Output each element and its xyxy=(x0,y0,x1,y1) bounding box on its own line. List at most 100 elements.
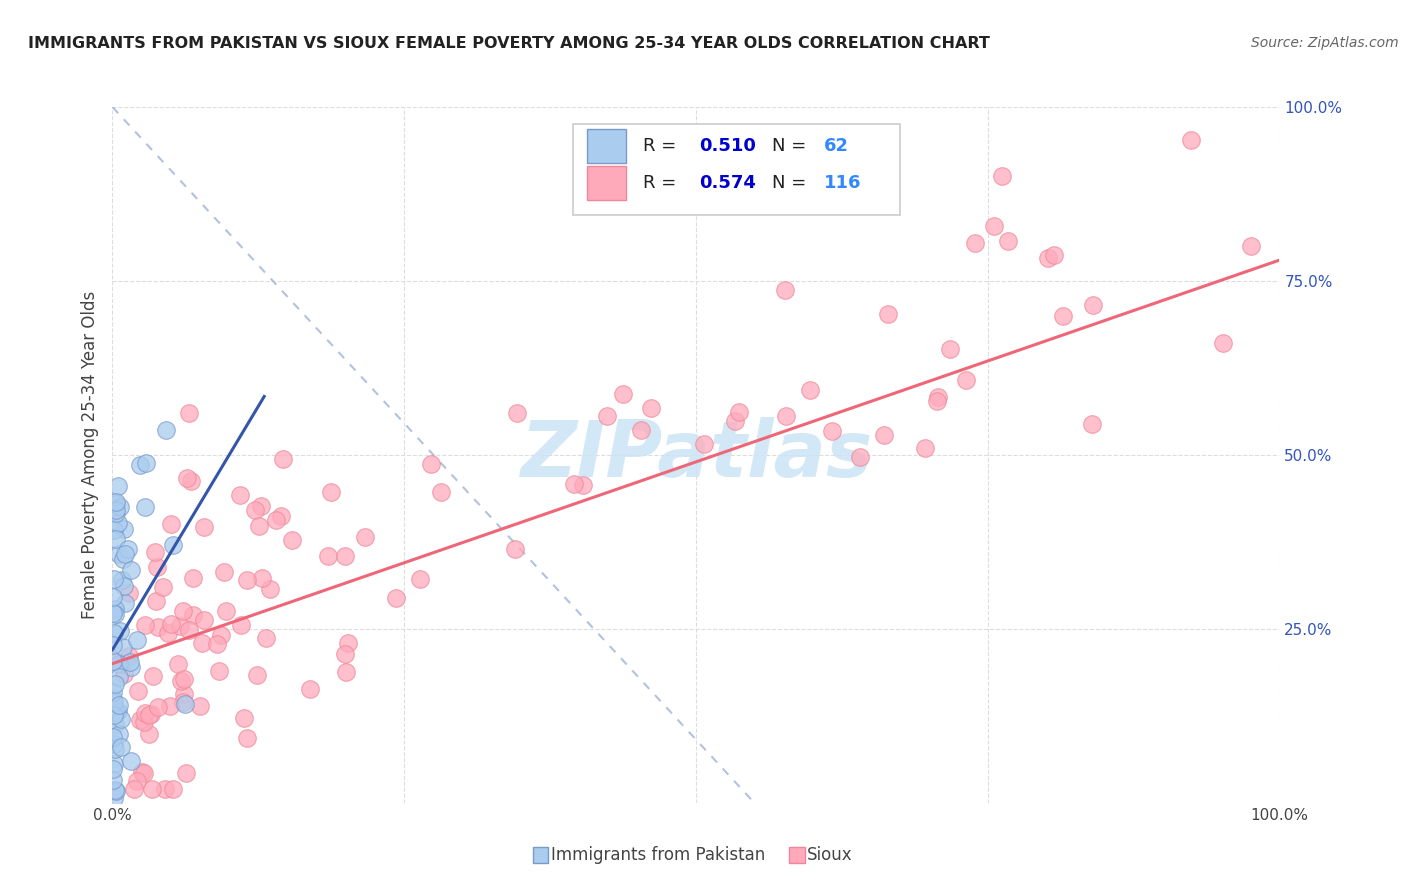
Point xyxy=(138,708,160,723)
Point xyxy=(138,727,160,741)
Point xyxy=(321,484,343,499)
Bar xyxy=(588,166,626,200)
Point xyxy=(103,572,125,586)
Point xyxy=(724,413,747,427)
Point xyxy=(259,582,281,596)
Point xyxy=(333,647,356,661)
Point xyxy=(120,655,142,669)
Point xyxy=(247,518,270,533)
Point xyxy=(112,552,135,566)
Point xyxy=(134,500,156,515)
Point xyxy=(385,591,408,606)
Bar xyxy=(533,847,548,863)
Point xyxy=(420,457,443,471)
Point xyxy=(173,672,195,686)
Text: Sioux: Sioux xyxy=(807,846,853,864)
Point xyxy=(114,596,136,610)
Point xyxy=(983,219,1005,234)
Text: N =: N = xyxy=(772,174,811,192)
Point xyxy=(104,717,127,731)
Point xyxy=(193,613,215,627)
Text: Source: ZipAtlas.com: Source: ZipAtlas.com xyxy=(1251,36,1399,50)
Point xyxy=(1212,335,1234,350)
Point xyxy=(159,617,181,632)
Point xyxy=(143,545,166,559)
Point xyxy=(229,617,252,632)
Point xyxy=(172,694,194,708)
Point xyxy=(104,783,127,797)
Point xyxy=(229,488,252,502)
Point xyxy=(188,698,211,713)
Point xyxy=(103,523,125,537)
Point xyxy=(104,602,127,616)
Point xyxy=(162,538,184,552)
Point xyxy=(273,451,295,466)
Point xyxy=(925,393,948,408)
Text: R =: R = xyxy=(644,174,682,192)
Point xyxy=(1240,239,1263,253)
Point xyxy=(799,383,821,397)
Text: ZIPatlas: ZIPatlas xyxy=(520,417,872,493)
Point xyxy=(173,698,195,712)
Point xyxy=(207,637,229,651)
Point xyxy=(107,704,129,718)
Point xyxy=(101,653,124,667)
Point xyxy=(103,504,125,518)
Point xyxy=(103,707,125,722)
Point xyxy=(108,698,131,712)
Point xyxy=(991,169,1014,183)
Point xyxy=(208,664,231,678)
Point xyxy=(120,754,142,768)
Point xyxy=(108,624,131,638)
Point xyxy=(173,687,195,701)
Point xyxy=(728,405,751,419)
Point xyxy=(103,638,125,652)
Point xyxy=(243,503,266,517)
Point xyxy=(141,781,163,796)
Point xyxy=(572,478,595,492)
Text: N =: N = xyxy=(772,137,811,155)
Point xyxy=(108,500,131,514)
Point xyxy=(596,409,619,423)
Point xyxy=(1180,133,1202,147)
Point xyxy=(170,674,193,689)
Point xyxy=(120,563,142,577)
Point xyxy=(112,667,135,681)
Point xyxy=(172,604,194,618)
Point xyxy=(134,706,156,720)
Point xyxy=(955,373,977,387)
Point xyxy=(939,342,962,356)
Point xyxy=(134,766,156,780)
Point xyxy=(430,485,453,500)
Point xyxy=(105,507,128,521)
Point xyxy=(104,607,127,621)
Point xyxy=(1052,309,1074,323)
Point xyxy=(159,699,181,714)
FancyBboxPatch shape xyxy=(574,124,900,215)
Bar xyxy=(789,847,804,863)
Point xyxy=(177,623,200,637)
Point xyxy=(266,513,288,527)
Point xyxy=(134,714,156,729)
Point xyxy=(153,781,176,796)
Point xyxy=(114,547,136,561)
Point xyxy=(134,617,156,632)
Point xyxy=(927,390,949,404)
Point xyxy=(101,773,124,788)
Point xyxy=(335,665,357,679)
Point xyxy=(103,730,125,744)
Point xyxy=(112,578,135,592)
Point xyxy=(148,620,170,634)
Point xyxy=(692,437,714,451)
Point xyxy=(176,471,198,485)
Point xyxy=(131,764,153,779)
Point xyxy=(145,594,167,608)
Point xyxy=(775,409,797,423)
Point xyxy=(103,791,125,805)
Point xyxy=(108,727,131,741)
Point xyxy=(107,547,129,561)
Point xyxy=(112,522,135,536)
Point xyxy=(250,571,273,585)
Point xyxy=(169,619,191,633)
Point xyxy=(873,428,896,442)
